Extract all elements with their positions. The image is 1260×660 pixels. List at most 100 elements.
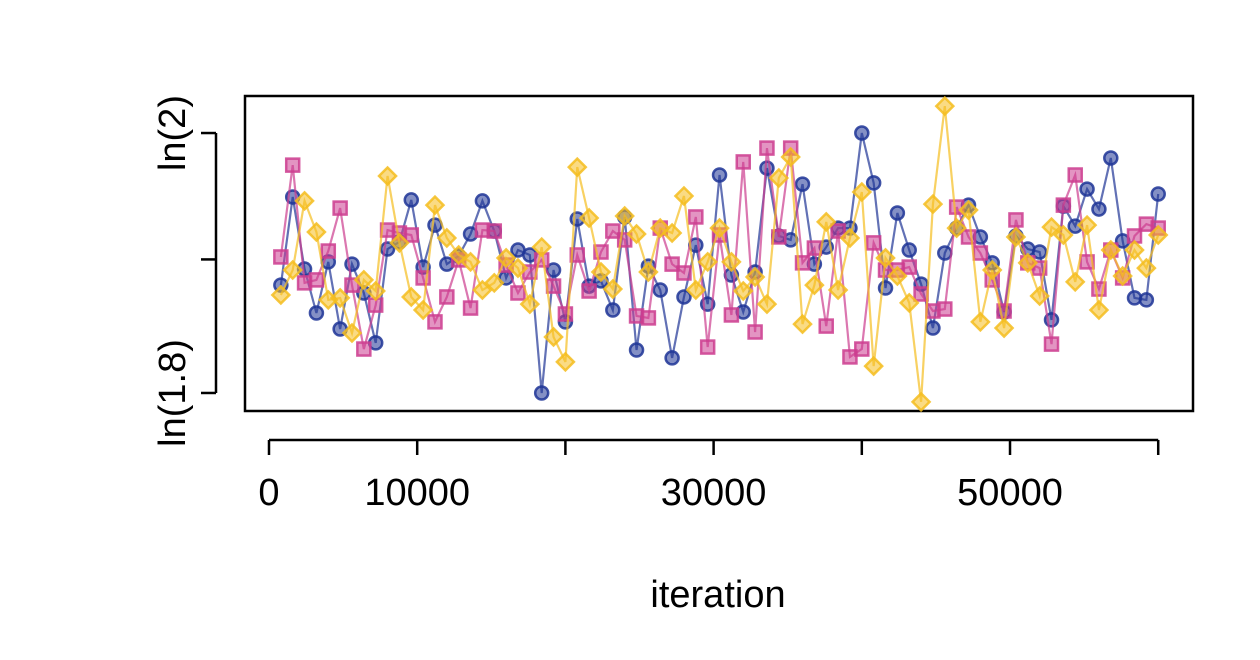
point: [1088, 299, 1110, 321]
point: [483, 272, 505, 294]
point: [389, 232, 410, 254]
point: [427, 314, 443, 330]
point: [1112, 265, 1133, 287]
point: [732, 280, 754, 302]
point: [1136, 257, 1157, 279]
point: [723, 307, 740, 323]
point: [1076, 214, 1098, 236]
point: [531, 236, 552, 258]
point: [329, 287, 351, 309]
point: [913, 286, 929, 302]
point: [676, 289, 692, 305]
point: [652, 282, 669, 298]
point: [676, 265, 692, 281]
point: [510, 285, 526, 301]
x-axis-label: iteration: [650, 574, 785, 616]
point: [460, 251, 481, 273]
point: [569, 247, 586, 263]
point: [377, 165, 398, 187]
point: [780, 146, 801, 168]
point: [533, 385, 550, 401]
point: [308, 305, 325, 321]
point: [403, 192, 420, 208]
point: [794, 176, 811, 192]
point: [804, 274, 825, 296]
point: [365, 280, 386, 302]
x-tick-label: 10000: [364, 472, 470, 514]
point: [626, 223, 647, 245]
point: [605, 302, 621, 318]
y-tick-label: ln(2): [152, 95, 194, 171]
point: [495, 247, 517, 269]
point: [673, 185, 695, 207]
point: [815, 211, 837, 233]
point: [946, 217, 967, 239]
point: [839, 227, 861, 249]
point: [901, 259, 917, 275]
point: [273, 249, 289, 265]
point: [1055, 197, 1072, 213]
point: [270, 284, 292, 306]
point: [970, 311, 991, 333]
point: [474, 193, 491, 209]
point: [353, 269, 375, 291]
point: [401, 286, 422, 308]
point: [486, 223, 503, 239]
point: [827, 279, 849, 301]
point: [638, 261, 659, 283]
series: [270, 95, 1169, 413]
point: [759, 140, 775, 156]
point: [282, 259, 303, 281]
point: [545, 278, 562, 294]
point: [721, 251, 742, 273]
point: [889, 205, 906, 221]
point: [818, 318, 834, 334]
point: [937, 245, 953, 261]
y-tick-label: ln(1.8): [152, 339, 194, 447]
point: [472, 279, 493, 301]
point: [640, 310, 657, 326]
point: [557, 306, 574, 322]
point: [356, 341, 372, 357]
point: [602, 278, 624, 300]
point: [1079, 181, 1095, 197]
point: [735, 154, 751, 170]
point: [448, 244, 469, 266]
point: [768, 167, 790, 189]
point: [937, 301, 953, 317]
point: [1029, 285, 1050, 307]
point: [462, 300, 479, 316]
point: [1043, 336, 1060, 352]
point: [1041, 216, 1062, 238]
point: [854, 125, 870, 141]
point: [424, 194, 446, 216]
point: [697, 251, 718, 273]
point: [555, 351, 576, 373]
point: [590, 261, 612, 283]
point: [792, 313, 813, 335]
point: [806, 240, 823, 256]
point: [958, 199, 979, 221]
point: [581, 283, 597, 299]
point: [1067, 167, 1083, 183]
point: [711, 167, 728, 183]
point: [578, 207, 600, 229]
point: [1147, 224, 1169, 246]
point: [1079, 254, 1095, 270]
point: [664, 350, 680, 366]
x-tick-label: 50000: [957, 472, 1063, 514]
point: [439, 289, 455, 305]
point: [1091, 201, 1107, 217]
point: [699, 339, 716, 355]
point: [922, 193, 944, 215]
point: [863, 355, 884, 377]
point: [649, 217, 671, 239]
point: [910, 391, 932, 413]
point: [1150, 186, 1166, 202]
point: [1138, 292, 1155, 308]
point: [925, 320, 941, 336]
plot-frame: [243, 94, 1195, 413]
point: [341, 322, 363, 344]
point: [1053, 224, 1074, 246]
